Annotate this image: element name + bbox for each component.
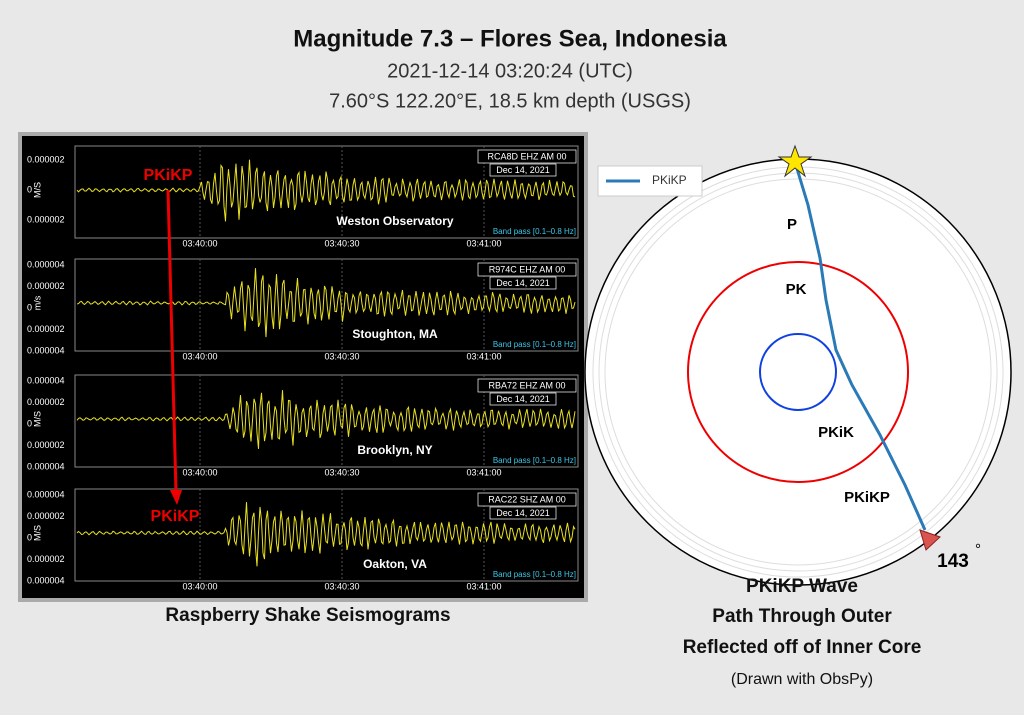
date-box [489,392,557,406]
surface [584,158,1012,586]
date-box [489,506,557,520]
phase-label: PK [786,281,807,298]
date-box [489,276,557,290]
earth-diagram: PKiKP P PK PKiK PKiKP 143 ° [584,144,1012,586]
seismogram-caption: Raspberry Shake Seismograms [165,605,450,626]
filter: Band pass [0.1–0.8 Hz] [493,340,576,349]
source-star [777,144,813,178]
x-tick-label: 03:41:00 [466,467,501,477]
y-axis-label: M/S [32,411,42,427]
x-tick-label: 03:41:00 [466,581,501,591]
phase-label: PKiKP [844,489,890,506]
x-tick-label: 03:40:30 [324,351,359,361]
x-tick-label: 03:40:00 [182,581,217,591]
distance: 143 [937,551,969,572]
y-tick-label: 0.000002 [27,214,65,224]
y-tick-label: 0.000002 [27,397,65,407]
waveform [76,268,576,338]
y-tick-label: 0.000004 [27,375,65,385]
place: Oakton, VA [363,557,427,571]
inner-core [759,333,837,411]
arrival-label: PKiKP [144,167,193,184]
ray-path [793,161,927,531]
y-axis-label: M/S [32,525,42,541]
date: 2021-12-14 03:20:24 (UTC) [387,60,633,82]
y-tick-label: 0 [27,184,32,194]
waveform [76,502,576,567]
ring [604,178,992,566]
y-tick-label: 0 [27,302,32,312]
station: RBA72 EHZ AM 00 [488,380,565,390]
phase-label: PKiK [818,424,854,441]
station: RAC22 SHZ AM 00 [488,494,566,504]
y-tick-label: 0 [27,532,32,542]
y-tick-label: 0.000002 [27,511,65,521]
diagram-caption: Reflected off of Inner Core [683,637,922,658]
x-tick-label: 03:40:00 [182,351,217,361]
station: RCA8D EHZ AM 00 [487,151,566,161]
arrow-head [170,490,182,505]
waveform [76,390,576,449]
waveform [76,159,576,222]
y-tick-label: 0.000004 [27,575,65,585]
x-tick-label: 03:40:30 [324,238,359,248]
filter: Band pass [0.1–0.8 Hz] [493,570,576,579]
place: Weston Observatory [336,214,453,228]
arrival-label: PKiKP [151,508,200,525]
station-box [477,262,577,277]
x-tick-label: 03:40:30 [324,467,359,477]
x-tick-label: 03:41:00 [466,351,501,361]
filter: Band pass [0.1–0.8 Hz] [493,227,576,236]
date-box [489,163,557,177]
y-axis-label: M/S [32,182,42,198]
station: R974C EHZ AM 00 [489,264,566,274]
x-tick-label: 03:40:00 [182,467,217,477]
outer-core [687,261,909,483]
station-marker [919,529,941,551]
y-axis-label: m/s [32,295,42,310]
y-tick-label: 0.000002 [27,440,65,450]
station-box [477,149,577,164]
degree: ° [975,541,981,558]
y-tick-label: 0.000004 [27,461,65,471]
location: 7.60°S 122.20°E, 18.5 km depth (USGS) [329,90,691,112]
y-tick-label: 0.000004 [27,489,65,499]
station-box [477,492,577,507]
station-box [477,378,577,393]
x-tick-label: 03:40:00 [182,238,217,248]
arrow [166,189,178,493]
place: Brooklyn, NY [357,443,432,457]
title: Magnitude 7.3 – Flores Sea, Indonesia [293,25,727,52]
legend-label: PKiKP [652,173,687,187]
date: Dec 14, 2021 [496,508,550,518]
diagram-caption: Path Through Outer [712,606,892,627]
y-tick-label: 0.000004 [27,345,65,355]
x-tick-label: 03:40:30 [324,581,359,591]
diagram-caption: PKiKP Wave [746,576,858,597]
y-tick-label: 0.000002 [27,324,65,334]
date: Dec 14, 2021 [496,165,550,175]
y-tick-label: 0.000002 [27,154,65,164]
y-tick-label: 0.000002 [27,554,65,564]
phase-label: P [787,216,797,233]
filter: Band pass [0.1–0.8 Hz] [493,456,576,465]
y-tick-label: 0.000004 [27,259,65,269]
credit: (Drawn with ObsPy) [731,671,873,688]
x-tick-label: 03:41:00 [466,238,501,248]
date: Dec 14, 2021 [496,394,550,404]
place: Stoughton, MA [352,327,438,341]
y-tick-label: 0 [27,418,32,428]
date: Dec 14, 2021 [496,278,550,288]
y-tick-label: 0.000002 [27,281,65,291]
